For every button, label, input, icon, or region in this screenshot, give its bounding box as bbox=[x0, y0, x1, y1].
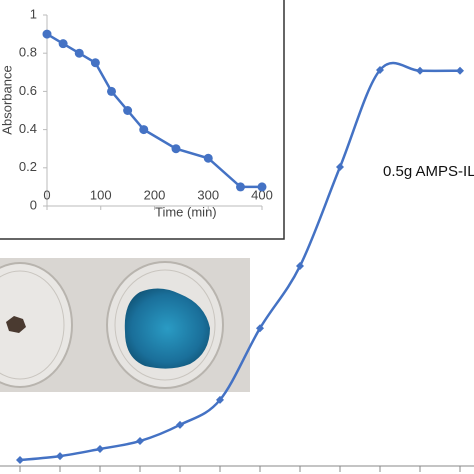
y-tick-label: 0 bbox=[30, 197, 37, 212]
y-axis-label: Absorbance bbox=[0, 65, 14, 134]
data-point bbox=[171, 144, 181, 154]
data-point bbox=[257, 182, 267, 192]
data-point bbox=[56, 452, 64, 461]
photo bbox=[0, 258, 250, 392]
x-tick-label: 300 bbox=[197, 187, 219, 202]
y-tick-label: 0.6 bbox=[19, 83, 37, 98]
main-plot: 0.5g AMPS-IL bbox=[0, 61, 474, 472]
y-tick-label: 0.2 bbox=[19, 159, 37, 174]
x-tick-label: 200 bbox=[144, 187, 166, 202]
data-point bbox=[376, 66, 384, 74]
data-point bbox=[16, 456, 24, 465]
data-point bbox=[90, 58, 100, 68]
data-point bbox=[336, 163, 344, 172]
inset: Time (min) Absorbance 0 0.2 0.4 0.6 0.8 1 0 100… bbox=[0, 0, 285, 240]
data-point bbox=[456, 66, 464, 75]
data-point bbox=[123, 106, 133, 115]
inset-plot: Time (min) Absorbance 0 0.2 0.4 0.6 0.8 1 0 100… bbox=[0, 6, 273, 219]
data-point bbox=[136, 437, 144, 446]
inset-frame bbox=[0, 0, 285, 240]
data-point bbox=[96, 444, 104, 453]
y-tick-label: 0.4 bbox=[19, 121, 37, 136]
data-point bbox=[236, 182, 245, 192]
data-point bbox=[58, 39, 68, 49]
data-point bbox=[216, 395, 224, 404]
x-axis-label: Time (min) bbox=[155, 204, 217, 219]
data-point bbox=[107, 86, 116, 96]
y-tick-label: 0.8 bbox=[19, 45, 37, 60]
x-tick-label: 0 bbox=[43, 187, 50, 202]
x-tick-label: 400 bbox=[251, 187, 273, 202]
data-point bbox=[416, 66, 424, 75]
data-point bbox=[296, 262, 304, 271]
x-tick-label: 100 bbox=[90, 187, 112, 202]
data-point bbox=[203, 153, 213, 163]
data-point bbox=[256, 324, 264, 333]
data-point bbox=[176, 420, 184, 429]
data-point bbox=[139, 125, 149, 135]
data-point bbox=[42, 29, 52, 39]
y-tick-label: 1 bbox=[30, 6, 37, 21]
annotation: 0.5g AMPS-IL bbox=[383, 163, 474, 180]
data-point bbox=[74, 48, 84, 58]
